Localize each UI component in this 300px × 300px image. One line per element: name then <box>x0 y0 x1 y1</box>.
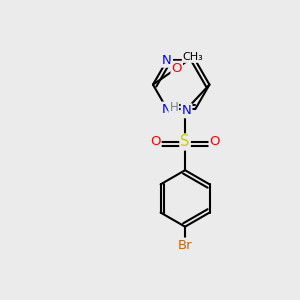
Text: H: H <box>169 101 178 114</box>
Text: N: N <box>182 104 191 117</box>
Text: CH₃: CH₃ <box>183 52 203 62</box>
Text: N: N <box>162 54 172 67</box>
Text: O: O <box>172 62 182 75</box>
Text: O: O <box>150 136 160 148</box>
Text: N: N <box>162 103 172 116</box>
Text: Br: Br <box>178 238 192 252</box>
Text: O: O <box>209 136 220 148</box>
Text: S: S <box>180 134 190 149</box>
